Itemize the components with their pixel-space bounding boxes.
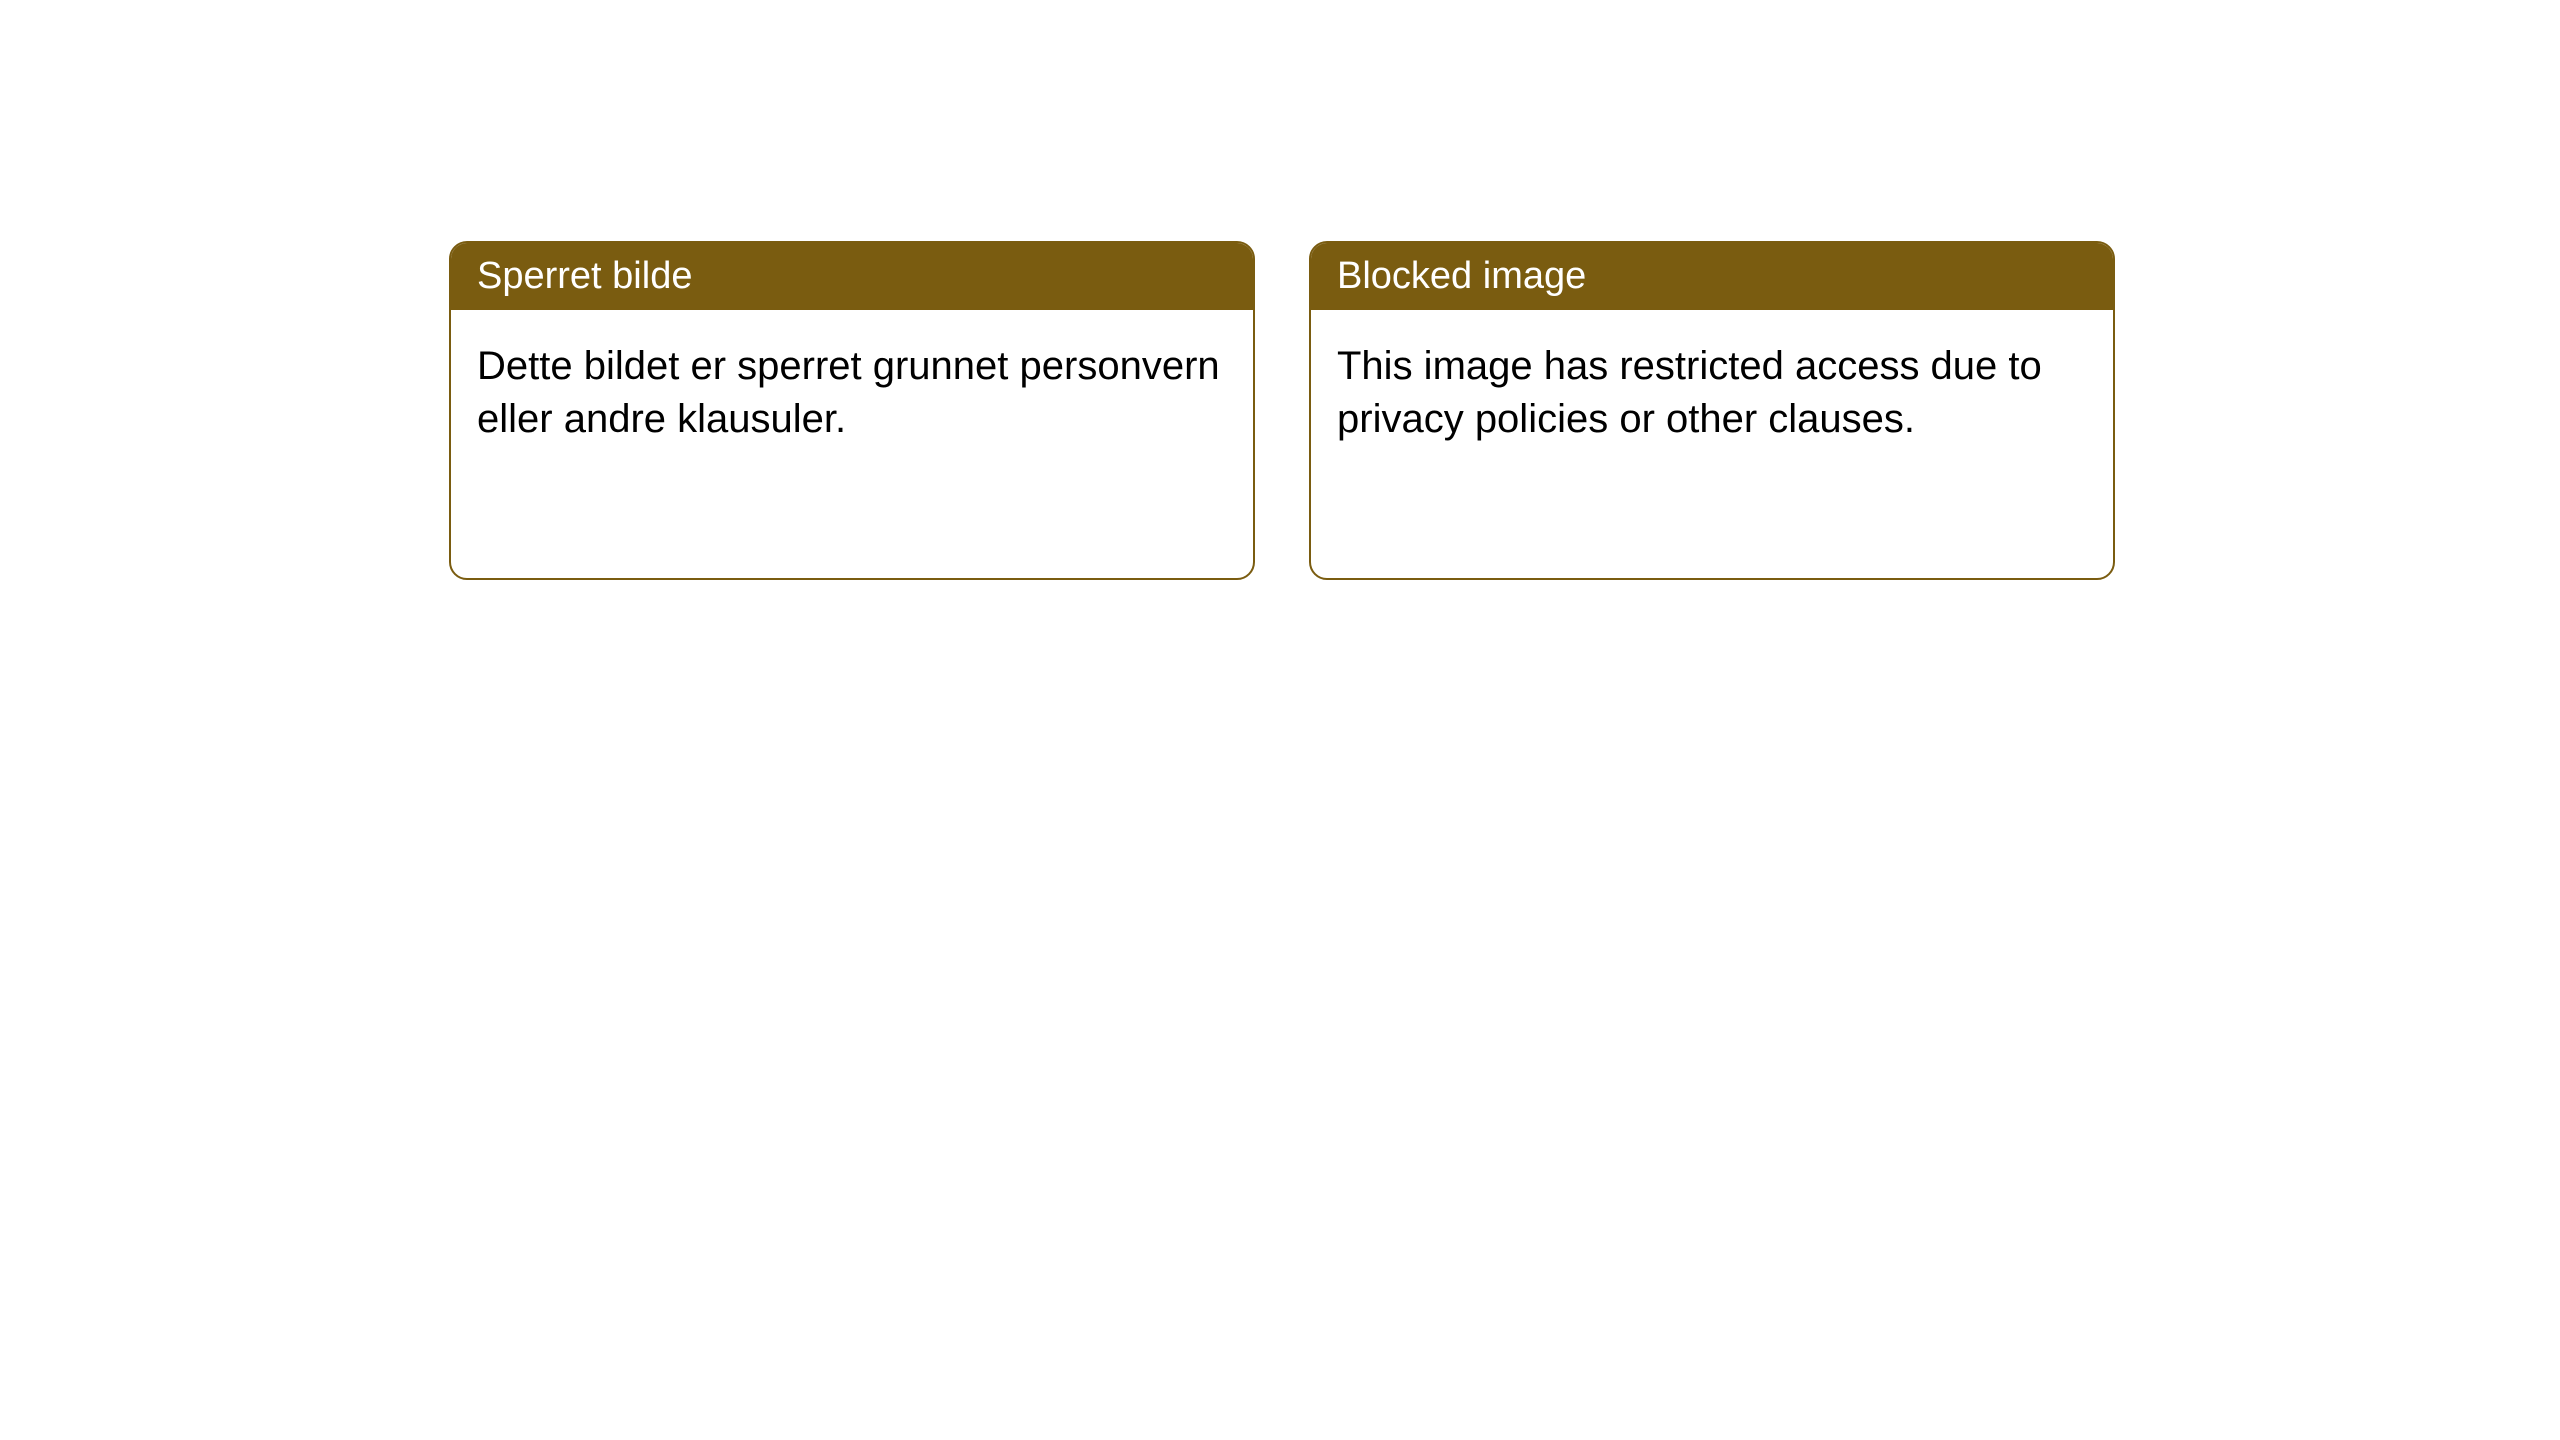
card-title: Blocked image	[1337, 255, 1586, 297]
card-header: Blocked image	[1311, 243, 2113, 310]
card-body: This image has restricted access due to …	[1311, 310, 2113, 578]
card-header: Sperret bilde	[451, 243, 1253, 310]
notice-container: Sperret bilde Dette bildet er sperret gr…	[0, 0, 2560, 580]
notice-card-english: Blocked image This image has restricted …	[1309, 241, 2115, 580]
card-body-text: This image has restricted access due to …	[1337, 344, 2042, 441]
card-body: Dette bildet er sperret grunnet personve…	[451, 310, 1253, 578]
notice-card-norwegian: Sperret bilde Dette bildet er sperret gr…	[449, 241, 1255, 580]
card-body-text: Dette bildet er sperret grunnet personve…	[477, 344, 1220, 441]
card-title: Sperret bilde	[477, 255, 692, 297]
